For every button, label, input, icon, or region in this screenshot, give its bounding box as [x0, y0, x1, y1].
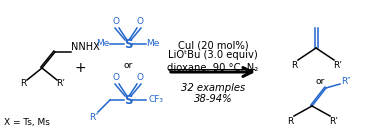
- Text: or: or: [123, 61, 133, 70]
- Text: CF₃: CF₃: [149, 95, 164, 104]
- Text: R’: R’: [330, 117, 339, 126]
- Text: O: O: [113, 72, 119, 81]
- Text: LiOᵗBu (3.0 equiv): LiOᵗBu (3.0 equiv): [168, 50, 258, 60]
- Text: CuI (20 mol%): CuI (20 mol%): [178, 40, 248, 50]
- Text: R: R: [287, 117, 293, 126]
- Text: S: S: [124, 94, 132, 106]
- Text: dioxane, 90 °C, N₂: dioxane, 90 °C, N₂: [167, 63, 259, 73]
- Text: +: +: [74, 61, 86, 75]
- Text: R: R: [291, 61, 297, 69]
- Text: 38-94%: 38-94%: [194, 94, 232, 104]
- Text: R’: R’: [333, 61, 342, 69]
- Text: R″: R″: [341, 78, 351, 86]
- Text: R″: R″: [89, 114, 99, 123]
- Text: O: O: [136, 16, 144, 26]
- Text: 32 examples: 32 examples: [181, 83, 245, 93]
- Text: O: O: [136, 72, 144, 81]
- Text: Me: Me: [96, 39, 110, 49]
- Text: or: or: [315, 76, 325, 86]
- Text: O: O: [113, 16, 119, 26]
- Text: R’: R’: [56, 80, 65, 89]
- Text: NNHX: NNHX: [71, 42, 100, 52]
- Text: R: R: [20, 80, 26, 89]
- Text: Me: Me: [146, 39, 160, 49]
- Text: X = Ts, Ms: X = Ts, Ms: [4, 118, 50, 126]
- Text: S: S: [124, 38, 132, 50]
